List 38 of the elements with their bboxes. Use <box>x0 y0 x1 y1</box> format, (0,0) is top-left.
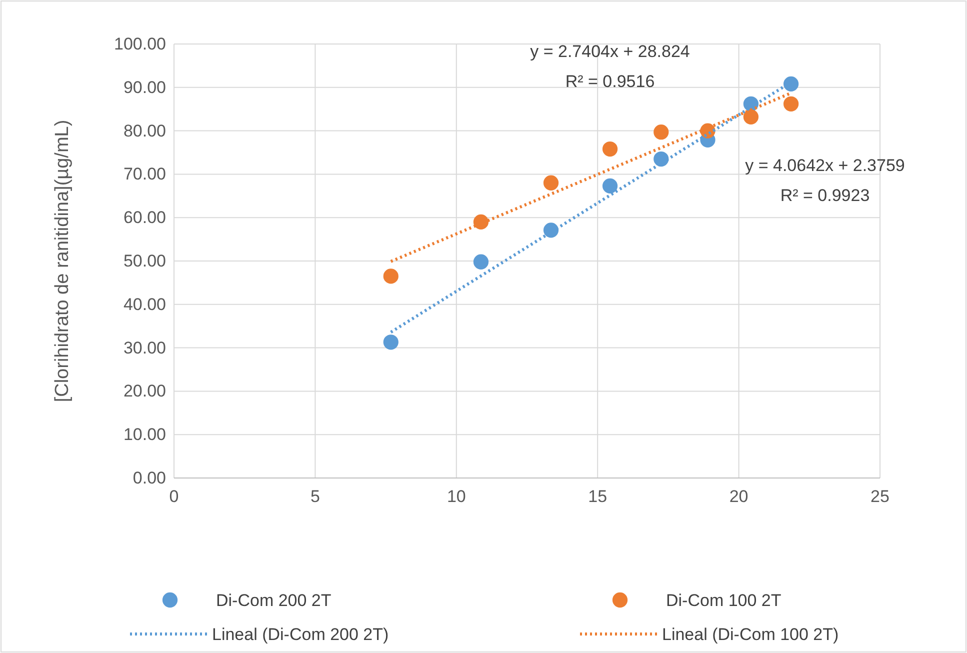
y-tick-label: 0.00 <box>132 468 166 488</box>
y-tick-label: 40.00 <box>123 294 166 314</box>
y-tick-label: 50.00 <box>123 251 166 270</box>
x-tick-label: 15 <box>588 487 608 506</box>
annotation: y = 4.0642x + 2.3759 <box>745 156 905 175</box>
annotation: R² = 0.9516 <box>565 72 655 91</box>
annotation: R² = 0.9923 <box>780 186 870 205</box>
point <box>473 254 489 270</box>
legend-label: Lineal (Di-Com 200 2T) <box>212 625 389 644</box>
x-tick-label: 0 <box>169 487 179 506</box>
point <box>473 214 489 230</box>
point <box>654 151 669 167</box>
y-axis-title: [Clorihidrato de ranitidina](µg/mL) <box>52 120 73 402</box>
x-tick-label: 5 <box>310 487 320 506</box>
point <box>602 141 618 157</box>
y-tick-label: 90.00 <box>123 78 166 97</box>
y-tick-label: 70.00 <box>123 164 166 184</box>
y-tick-label: 60.00 <box>123 208 166 228</box>
y-tick-label: 20.00 <box>123 382 166 401</box>
point <box>602 178 618 194</box>
annotation: y = 2.7404x + 28.824 <box>530 42 690 61</box>
point <box>654 124 669 140</box>
x-tick-label: 10 <box>446 487 466 506</box>
legend-label: Di-Com 100 2T <box>666 591 782 610</box>
point <box>743 109 759 124</box>
y-tick-label: 100.00 <box>114 34 166 54</box>
point <box>383 268 398 284</box>
point <box>383 334 398 350</box>
legend-label: Lineal (Di-Com 100 2T) <box>662 625 839 644</box>
y-tick-label: 30.00 <box>123 338 166 358</box>
y-tick-label: 10.00 <box>123 425 166 444</box>
point <box>543 175 559 190</box>
x-tick-label: 20 <box>729 487 748 506</box>
y-tick-label: 80.00 <box>123 121 166 140</box>
point <box>783 76 799 92</box>
point <box>783 96 799 112</box>
legend-label: Di-Com 200 2T <box>216 591 332 610</box>
x-tick-label: 25 <box>870 487 890 506</box>
